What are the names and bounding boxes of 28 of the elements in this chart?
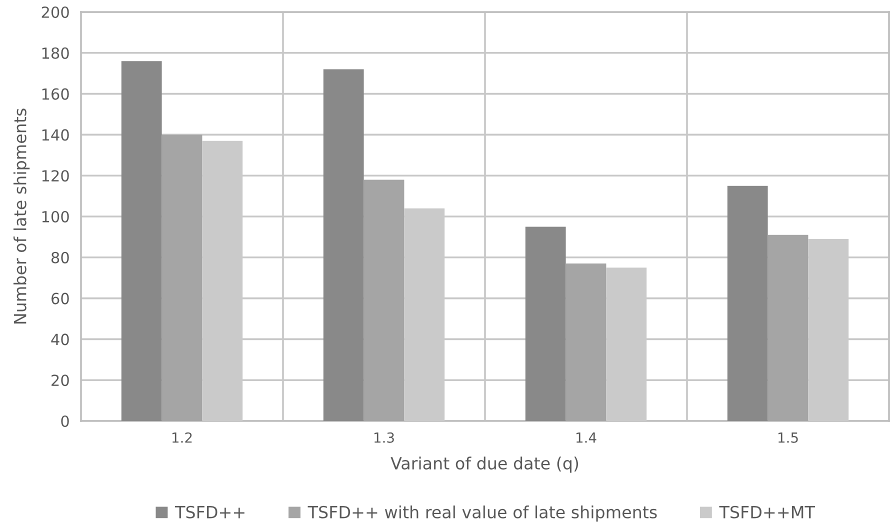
- bar: [525, 226, 566, 421]
- y-tick-label: 200: [42, 6, 69, 18]
- legend-label: TSFD++ with real value of late shipments: [308, 506, 657, 522]
- legend-label: TSFD++: [175, 506, 244, 518]
- y-tick-label: 160: [42, 88, 69, 100]
- x-tick-label: 1.4: [576, 432, 596, 443]
- y-tick-label: 140: [42, 129, 69, 141]
- y-axis-title: Number of late shipments: [13, 108, 30, 324]
- x-tick-label: 1.3: [374, 432, 394, 443]
- y-tick-label: 0: [61, 415, 69, 428]
- bar: [768, 234, 808, 421]
- bar: [323, 69, 364, 421]
- legend-label: TSFD++MT: [719, 506, 815, 518]
- bar: [566, 264, 606, 421]
- y-tick-label: 40: [51, 334, 69, 346]
- x-tick-label: 1.5: [778, 432, 798, 443]
- y-tick-label: 80: [51, 252, 69, 264]
- y-tick-label: 180: [42, 47, 69, 59]
- y-tick-label: 60: [52, 292, 69, 304]
- y-tick-label: 20: [52, 374, 69, 386]
- y-tick-label: 120: [42, 170, 69, 182]
- bar: [727, 186, 768, 421]
- bar: [121, 61, 162, 421]
- y-tick-label: 100: [42, 210, 69, 223]
- bar: [364, 180, 404, 421]
- bar: [162, 134, 202, 421]
- x-tick-label: 1.2: [172, 432, 192, 443]
- x-axis-title: Variant of due date (q): [390, 456, 578, 473]
